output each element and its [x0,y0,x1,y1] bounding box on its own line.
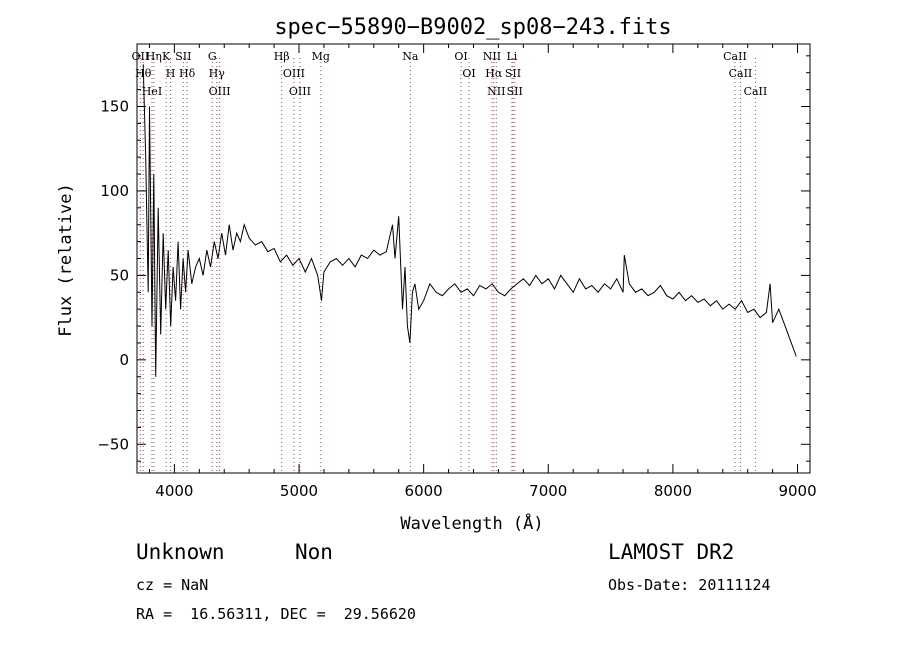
y-tick-label: −50 [97,435,129,453]
spectral-line-label: Hδ [179,67,196,80]
spectral-line-label: SII [505,67,521,80]
spectral-line-label: Mg [312,50,330,63]
spectral-line-label: CaII [744,85,768,98]
y-tick-label: 150 [100,97,129,115]
spectral-line-label: Hη [146,50,162,63]
spectral-line-label: NII [487,85,505,98]
axis-ticks-layer: 4000 5000 6000 7000 8000 9000 −50 0 50 100 150 [97,44,817,500]
x-tick-label: 9000 [778,482,816,500]
observation-date: Obs-Date: 20111124 [608,576,771,594]
spectral-line-label: K [162,50,171,63]
spectrum-line [142,64,797,377]
spectral-line-label: Hα [485,67,503,80]
x-tick-label: 8000 [654,482,692,500]
x-tick-label: 5000 [280,482,318,500]
y-tick-label: 100 [100,182,129,200]
spectral-line-label: H [166,67,176,80]
spectral-line-label: OIII [283,67,305,80]
spectral-line-label: G [208,50,217,63]
object-subclass: Non [295,540,333,564]
x-axis-label: Wavelength (Å) [400,512,543,534]
spectral-line-label: SII [507,85,523,98]
spectral-line-label: OI [454,50,467,63]
plot-frame [136,43,811,474]
y-tick-label: 0 [119,351,129,369]
spectral-line-label: Hγ [209,67,226,80]
survey-name: LAMOST DR2 [608,540,735,564]
ra-dec-coordinates: RA = 16.56311, DEC = 29.56620 [136,605,416,623]
spectral-line-label: Hβ [274,50,290,63]
spectral-line-label: NII [483,50,501,63]
spectral-line-label: OI [462,67,475,80]
spectral-line-label: OII [132,50,150,63]
spectral-line-label: CaII [729,67,753,80]
spectral-line-label: HeI [142,85,162,98]
spectral-line-label: Na [402,50,419,63]
spectral-line-label: SII [175,50,191,63]
spectral-line-label: OIII [289,85,311,98]
x-tick-label: 4000 [155,482,193,500]
redshift-cz: cz = NaN [136,576,209,594]
spectral-line-label: CaII [723,50,747,63]
y-axis-label: Flux (relative) [56,183,76,337]
chart-title: spec−55890−B9002_sp08−243.fits [274,15,671,40]
spectral-line-label: Li [506,50,517,63]
y-tick-label: 50 [110,266,129,284]
object-class: Unknown [136,540,225,564]
x-tick-label: 6000 [405,482,443,500]
spectral-line-label: OIII [209,85,231,98]
x-tick-label: 7000 [529,482,567,500]
